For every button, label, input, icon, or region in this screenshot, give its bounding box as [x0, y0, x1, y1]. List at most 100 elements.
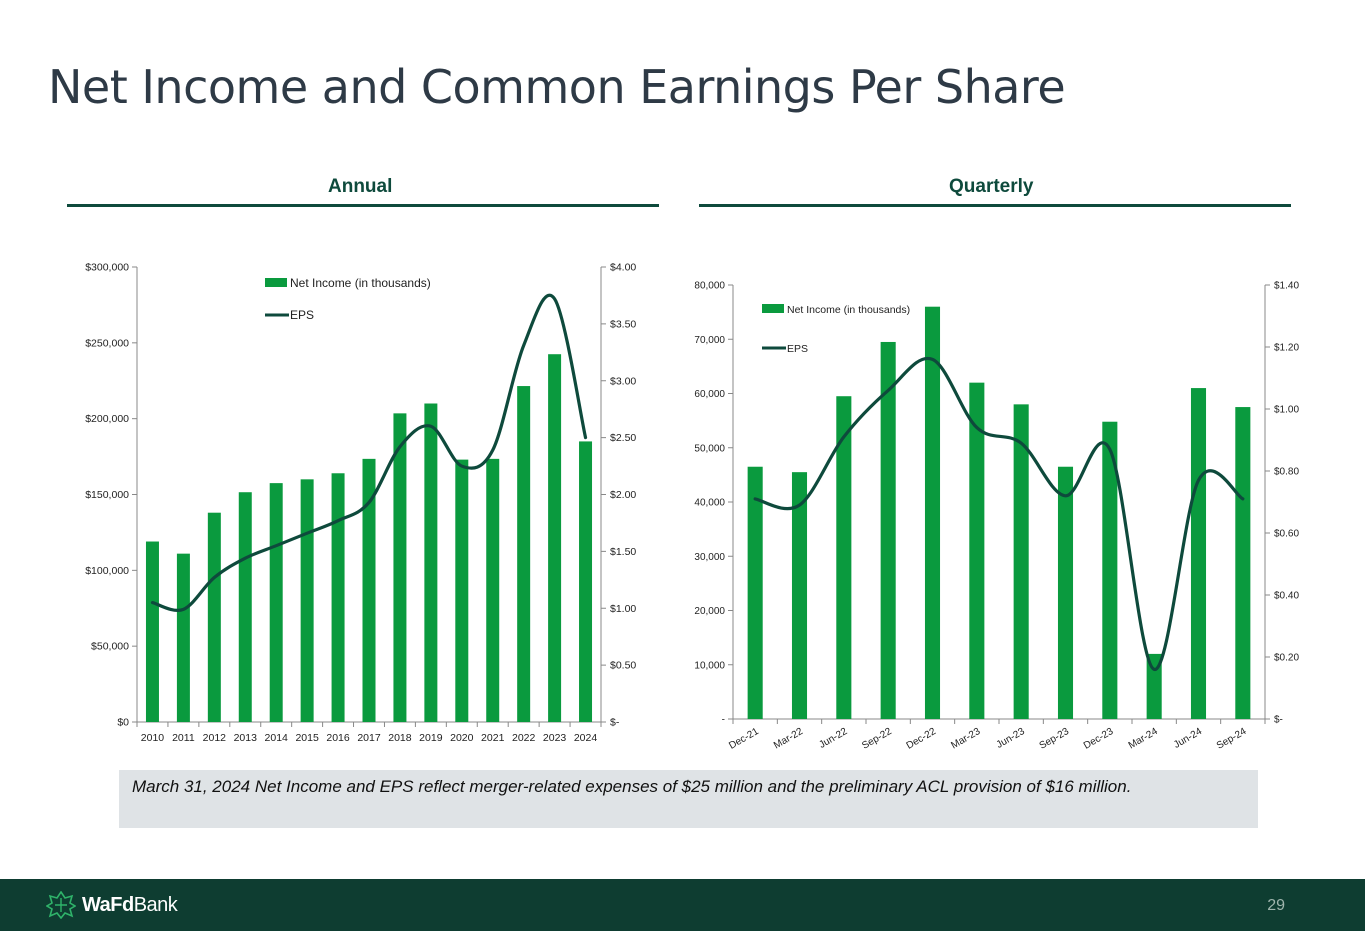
logo-light-text: Bank: [133, 893, 178, 916]
annual-legend-net-income: Net Income (in thousands): [290, 276, 431, 290]
annual-bar: [331, 473, 345, 722]
quarterly-x-tick-label: Mar-24: [1127, 726, 1160, 752]
quarterly-x-tick-label: Sep-24: [1215, 726, 1249, 752]
annual-right-tick-label: $-: [610, 717, 620, 729]
quarterly-bar: [880, 341, 896, 719]
annual-right-tick-label: $4.00: [610, 262, 636, 274]
annual-bar: [300, 479, 314, 722]
annual-right-tick-label: $0.50: [610, 660, 636, 672]
quarterly-right-tick-label: $-: [1274, 715, 1283, 726]
annual-x-tick-label: 2011: [172, 732, 195, 744]
annual-x-tick-label: 2016: [326, 732, 350, 744]
page-number: 29: [1267, 897, 1285, 914]
quarterly-bar: [1013, 404, 1029, 719]
annual-bar: [269, 483, 283, 722]
quarterly-left-tick-label: -: [722, 715, 725, 726]
quarterly-left-tick-label: 50,000: [694, 443, 725, 454]
annual-left-tick-label: $250,000: [85, 337, 129, 349]
annual-x-tick-label: 2022: [512, 732, 536, 744]
quarterly-left-tick-label: 70,000: [694, 335, 725, 346]
annual-right-tick-label: $2.00: [610, 489, 636, 501]
annual-legend-eps: EPS: [290, 308, 314, 322]
annual-x-tick-label: 2024: [574, 732, 598, 744]
quarterly-x-tick-label: Dec-22: [905, 726, 939, 752]
quarterly-x-tick-label: Mar-22: [772, 726, 805, 752]
annual-left-tick-label: $150,000: [85, 489, 129, 501]
annual-left-tick-label: $0: [117, 717, 129, 729]
quarterly-left-tick-label: 30,000: [694, 552, 725, 563]
annual-bar: [517, 386, 531, 722]
footnote-box: March 31, 2024 Net Income and EPS reflec…: [119, 770, 1258, 828]
annual-header-rule: [67, 204, 659, 207]
annual-x-tick-label: 2014: [265, 732, 289, 744]
annual-right-tick-label: $3.50: [610, 318, 636, 330]
quarterly-legend-bar-swatch: [762, 304, 784, 313]
logo-bold-text: WaFd: [82, 893, 134, 916]
annual-x-tick-label: 2023: [543, 732, 567, 744]
quarterly-chart: - 10,000 20,000 30,000 40,000 50,000 60,000 70,…: [694, 281, 1299, 752]
quarterly-legend-eps: EPS: [787, 343, 808, 355]
quarterly-left-tick-label: 60,000: [694, 389, 725, 400]
quarterly-x-tick-label: Jun-22: [817, 726, 849, 751]
annual-left-tick-label: $50,000: [91, 641, 129, 653]
quarterly-right-tick-label: $0.20: [1274, 653, 1299, 664]
quarterly-section-header: Quarterly: [949, 176, 1034, 197]
annual-x-tick-label: 2013: [234, 732, 258, 744]
quarterly-left-tick-label: 20,000: [694, 606, 725, 617]
annual-bar: [486, 458, 500, 722]
quarterly-left-tick-label: 80,000: [694, 281, 725, 292]
quarterly-bar: [1146, 653, 1162, 719]
annual-right-tick-label: $3.00: [610, 375, 636, 387]
quarterly-x-tick-label: Mar-23: [949, 726, 982, 752]
footnote-text: March 31, 2024 Net Income and EPS reflec…: [132, 777, 1132, 796]
annual-bar: [424, 403, 438, 722]
annual-x-tick-label: 2018: [388, 732, 412, 744]
quarterly-right-tick-label: $0.60: [1274, 529, 1299, 540]
annual-x-tick-label: 2017: [357, 732, 381, 744]
quarterly-right-tick-label: $0.80: [1274, 467, 1299, 478]
annual-bar: [145, 541, 159, 722]
quarterly-bar: [1235, 407, 1251, 719]
annual-bar: [207, 512, 221, 722]
quarterly-bar: [836, 396, 852, 719]
wafd-leaf-icon: [46, 891, 76, 919]
annual-right-tick-label: $1.00: [610, 603, 636, 615]
annual-x-tick-label: 2010: [141, 732, 165, 744]
annual-right-tick-label: $2.50: [610, 432, 636, 444]
quarterly-right-tick-label: $0.40: [1274, 591, 1299, 602]
quarterly-x-tick-label: Sep-23: [1038, 726, 1072, 752]
annual-bar: [362, 458, 376, 722]
annual-x-tick-label: 2015: [295, 732, 319, 744]
annual-x-tick-label: 2021: [481, 732, 505, 744]
quarterly-eps-line: [753, 356, 1245, 672]
quarterly-x-tick-label: Jun-23: [995, 726, 1027, 751]
annual-x-tick-label: 2019: [419, 732, 443, 744]
wafd-bank-logo: WaFdBank: [46, 891, 178, 919]
quarterly-right-tick-label: $1.00: [1274, 405, 1299, 416]
quarterly-x-tick-label: Jun-24: [1172, 726, 1204, 751]
annual-bar: [548, 354, 562, 722]
quarterly-x-tick-label: Dec-21: [727, 726, 761, 752]
quarterly-x-tick-label: Dec-23: [1082, 726, 1116, 752]
quarterly-left-tick-label: 10,000: [694, 660, 725, 671]
annual-x-tick-label: 2012: [203, 732, 227, 744]
annual-bar: [579, 441, 593, 722]
annual-section-header: Annual: [328, 176, 393, 197]
annual-right-tick-label: $1.50: [610, 546, 636, 558]
annual-left-tick-label: $100,000: [85, 565, 129, 577]
annual-bar: [176, 553, 190, 722]
annual-x-tick-label: 2020: [450, 732, 474, 744]
quarterly-bar: [1190, 388, 1207, 719]
annual-bar: [393, 413, 407, 722]
footer-bar: WaFdBank 29: [0, 879, 1365, 931]
quarterly-legend-net-income: Net Income (in thousands): [787, 304, 910, 316]
annual-bar: [455, 459, 469, 722]
quarterly-bar: [1102, 421, 1118, 719]
page-title: Net Income and Common Earnings Per Share: [48, 60, 1066, 114]
annual-left-tick-label: $300,000: [85, 262, 129, 274]
annual-left-tick-label: $200,000: [85, 413, 129, 425]
annual-bar: [238, 492, 252, 722]
annual-chart: $0 $50,000 $100,000 $150,000 $200,000 $250,00…: [85, 262, 636, 745]
quarterly-right-tick-label: $1.40: [1274, 281, 1299, 292]
annual-legend-bar-swatch: [265, 278, 287, 287]
